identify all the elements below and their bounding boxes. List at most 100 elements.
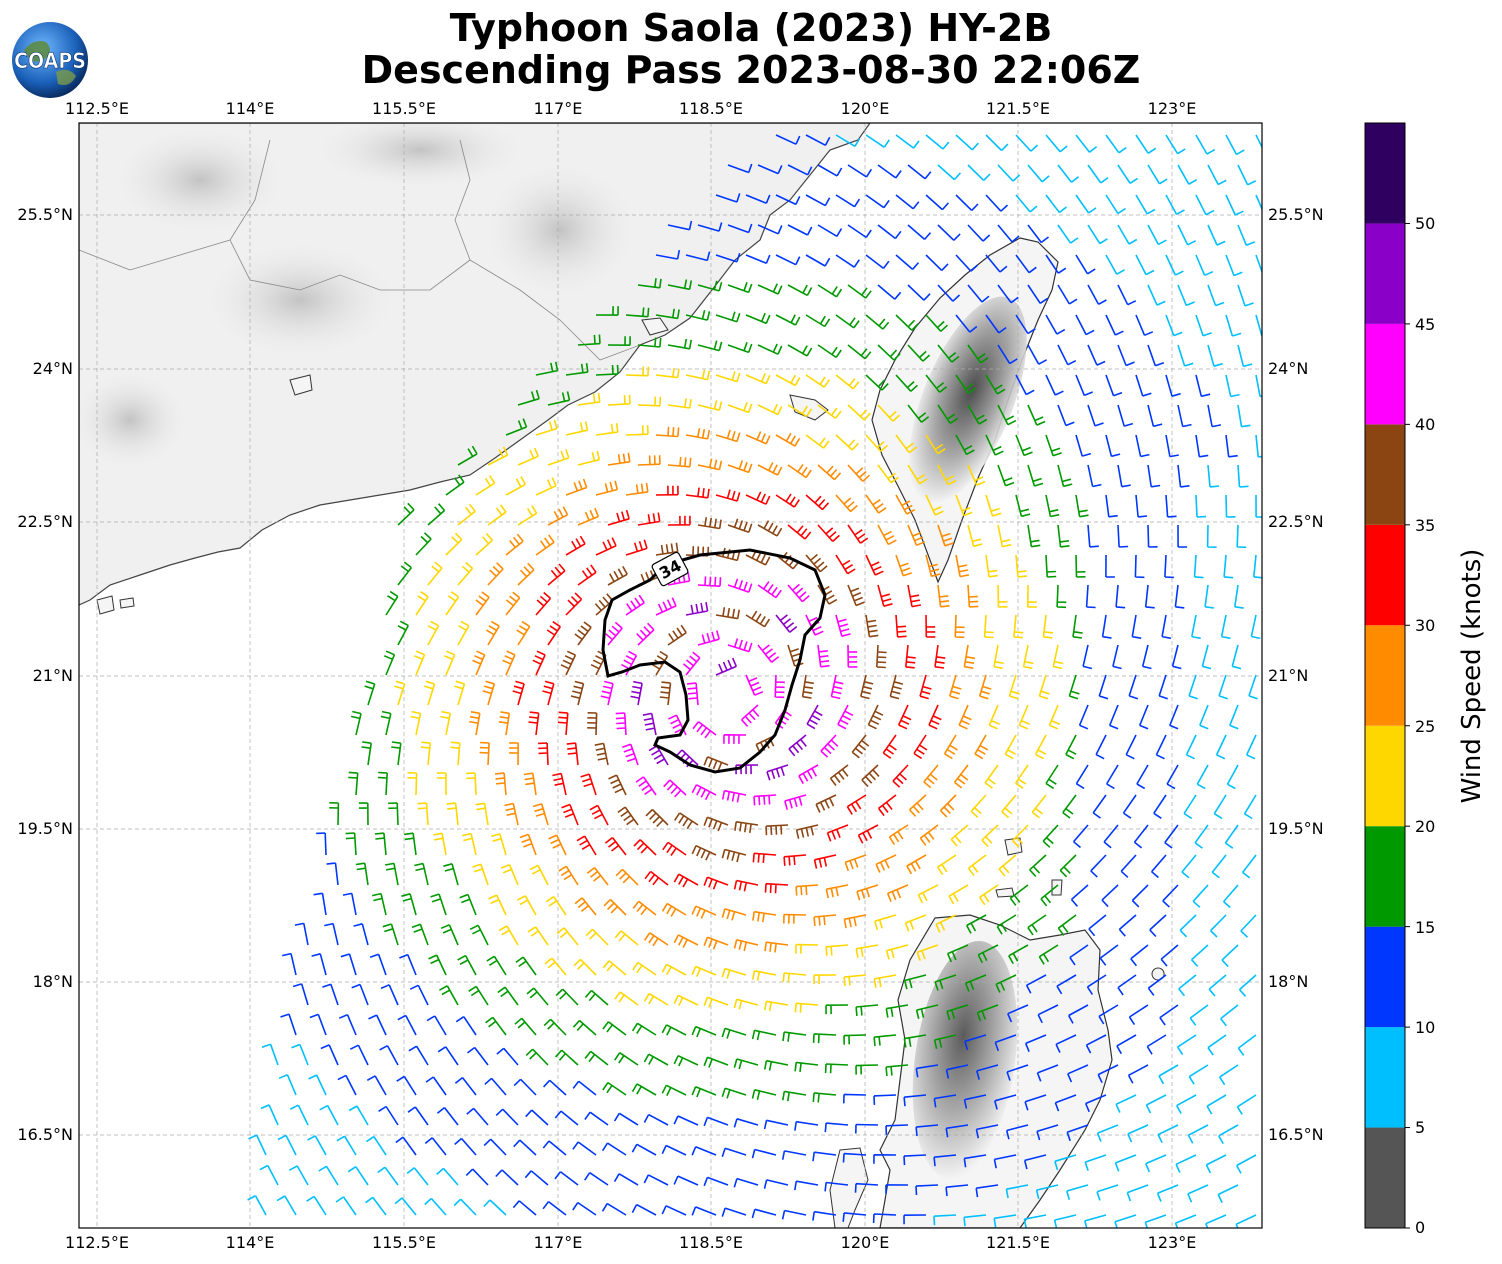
wind-barb (909, 794, 927, 817)
wind-barb (825, 1004, 849, 1015)
wind-barb (865, 314, 890, 330)
wind-barb (685, 428, 711, 440)
colorbar-tick: 30 (1415, 616, 1436, 635)
wind-barb (933, 1214, 957, 1226)
wind-barb (721, 967, 747, 979)
wind-barb (1165, 254, 1184, 276)
wind-barb (1105, 254, 1125, 275)
wind-barb (584, 1172, 609, 1186)
wind-barb (361, 741, 372, 766)
wind-barb (1038, 674, 1050, 700)
wind-barb (645, 808, 669, 828)
wind-barb (1181, 854, 1197, 879)
wind-barb (895, 434, 917, 454)
wind-barb (555, 1049, 579, 1066)
wind-barb (997, 464, 1015, 487)
wind-barb (380, 984, 399, 1006)
wind-barb (691, 965, 717, 978)
wind-barb (426, 1015, 447, 1036)
wind-barb (826, 824, 849, 842)
wind-barb (420, 741, 432, 766)
colorbar-tick: 40 (1415, 415, 1436, 434)
wind-barb (572, 1201, 597, 1216)
wind-barb (794, 1061, 819, 1072)
wind-barb (613, 1173, 639, 1186)
wind-barb (1128, 674, 1139, 700)
wind-barb (745, 312, 771, 325)
wind-barb (338, 1013, 357, 1036)
wind-barb (1158, 1064, 1179, 1085)
wind-barb (457, 954, 477, 976)
wind-barb (401, 893, 417, 916)
wind-barb (993, 644, 1004, 670)
wind-barb (784, 794, 807, 810)
wind-barb (824, 1063, 849, 1074)
wind-barb (860, 674, 874, 700)
colorbar (1365, 123, 1405, 1228)
wind-barb (1087, 524, 1099, 548)
wind-barb (1176, 1034, 1197, 1056)
wind-barb (1008, 944, 1029, 964)
wind-barb (1135, 434, 1150, 458)
wind-barb (322, 983, 339, 1006)
wind-barb (1128, 1004, 1149, 1025)
wind-barb (319, 1104, 339, 1126)
wind-barb (516, 620, 531, 646)
wind-barb (1250, 614, 1261, 640)
wind-barb (1045, 254, 1067, 274)
wind-barb (1057, 284, 1078, 305)
wind-barb (462, 832, 477, 856)
wind-barb (867, 704, 884, 730)
wind-barb (757, 224, 783, 235)
wind-barb (837, 704, 854, 730)
wind-barb (857, 824, 879, 844)
wind-barb (667, 279, 693, 291)
wind-barb (260, 1104, 279, 1126)
wind-barb (565, 363, 589, 376)
wind-barb (512, 1200, 537, 1216)
wind-barb (967, 524, 983, 548)
wind-barb (294, 922, 309, 946)
wind-barb (615, 868, 639, 886)
wind-barb (566, 742, 579, 766)
wind-barb (1035, 1184, 1059, 1200)
wind-barb (1105, 374, 1123, 397)
wind-barb (408, 1045, 429, 1066)
wind-barb (757, 581, 782, 599)
graticule (79, 123, 1262, 1228)
wind-barb (637, 396, 662, 407)
wind-barb (967, 854, 987, 876)
wind-barb (505, 476, 526, 496)
wind-barb (685, 602, 709, 616)
wind-barb (1195, 494, 1207, 518)
wind-barb (865, 494, 887, 514)
wind-barb (795, 943, 819, 954)
wind-barb (1055, 1034, 1077, 1053)
wind-barb (983, 614, 994, 639)
lat-label-right: 25.5°N (1268, 205, 1324, 224)
wind-barb (673, 1175, 699, 1186)
wind-barb (964, 1034, 987, 1051)
wind-barb (547, 506, 569, 526)
wind-barb (1237, 344, 1253, 368)
wind-barb (963, 1094, 987, 1109)
wind-barb (1082, 644, 1093, 670)
wind-barb (787, 404, 813, 418)
wind-barb (565, 535, 586, 556)
wind-barb (475, 475, 496, 496)
wind-barb (316, 832, 327, 856)
wind-barb (1237, 464, 1249, 488)
wind-barb (775, 614, 798, 633)
wind-barb (584, 1050, 609, 1066)
wind-barb (703, 1176, 729, 1187)
lon-label-bottom: 118.5°E (679, 1233, 743, 1252)
wind-barb (1127, 1064, 1149, 1084)
wind-barb (614, 1052, 639, 1066)
wind-barb (1127, 1124, 1149, 1143)
wind-barb (843, 914, 867, 929)
wind-barb (817, 644, 830, 668)
wind-barb (614, 991, 639, 1006)
wind-barb (1205, 1154, 1227, 1174)
wind-barb (691, 1085, 717, 1098)
wind-barb (948, 884, 969, 905)
